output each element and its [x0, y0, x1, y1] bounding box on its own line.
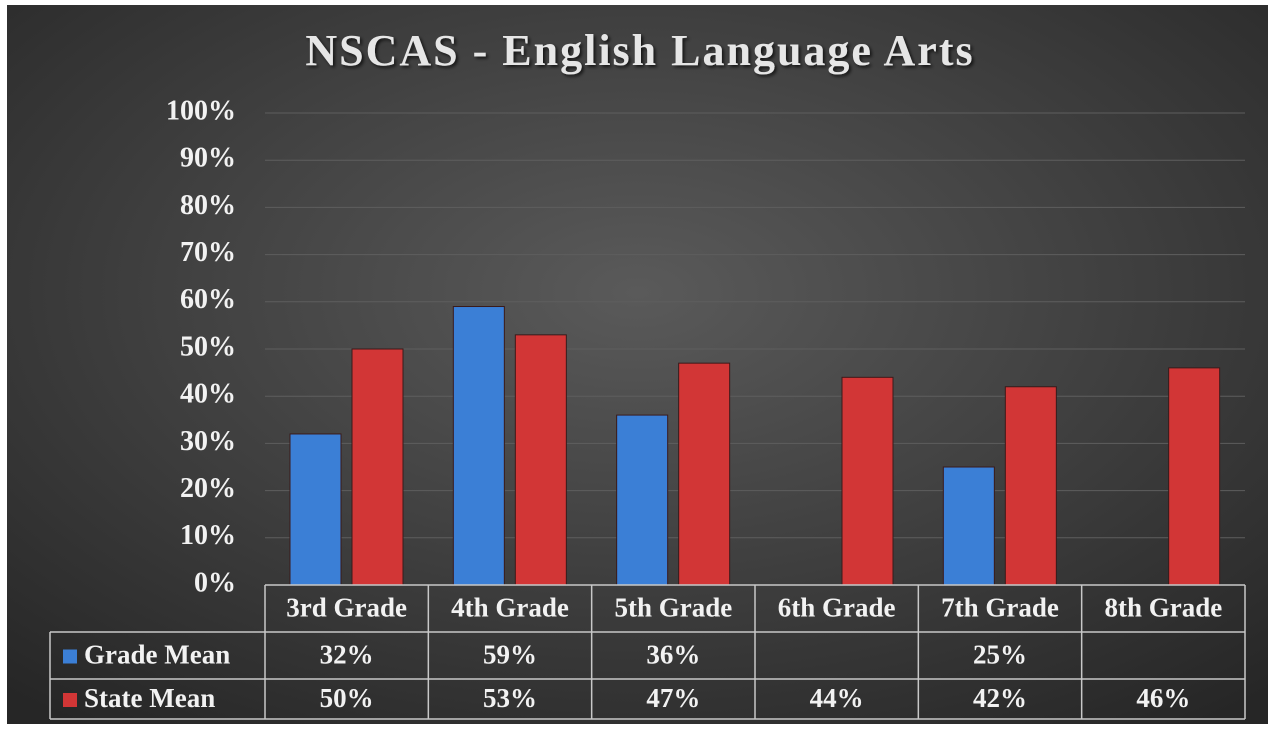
bar: [1168, 367, 1221, 586]
bar: [452, 306, 505, 586]
x-tick-label: 8th Grade: [1104, 593, 1222, 623]
background: [7, 5, 1268, 724]
legend-key: [63, 649, 77, 664]
y-tick-label: 30%: [180, 426, 236, 457]
x-tick-label: 3rd Grade: [286, 593, 407, 623]
y-tick-label: 100%: [166, 95, 236, 126]
y-tick-label: 70%: [180, 237, 236, 268]
y-tick-label: 60%: [180, 284, 236, 315]
x-tick-label: 7th Grade: [941, 593, 1059, 623]
bar: [942, 466, 995, 586]
table-value: 44%: [810, 683, 864, 713]
y-tick-label: 50%: [180, 331, 236, 362]
x-tick-label: 6th Grade: [778, 593, 896, 623]
table-value: 47%: [646, 683, 700, 713]
bar: [1004, 386, 1057, 586]
bar: [289, 433, 342, 586]
legend-label: Grade Mean: [84, 640, 230, 670]
table-value: 46%: [1136, 683, 1190, 713]
table-value: 42%: [973, 683, 1027, 713]
table-value: 25%: [973, 640, 1027, 670]
y-tick-label: 0%: [194, 567, 236, 598]
y-tick-label: 20%: [180, 473, 236, 504]
bar: [678, 362, 731, 586]
table-value: 36%: [646, 640, 700, 670]
y-tick-label: 10%: [180, 520, 236, 551]
bar: [616, 414, 669, 586]
chart-title: NSCAS - English Language Arts: [305, 26, 974, 75]
legend-key: [63, 693, 77, 707]
table-value: 53%: [483, 683, 537, 713]
table-value: 32%: [320, 640, 374, 670]
x-tick-label: 5th Grade: [614, 593, 732, 623]
table-value: 50%: [320, 683, 374, 713]
bar: [841, 376, 894, 586]
bar: [514, 334, 567, 586]
legend-label: State Mean: [84, 683, 215, 713]
bar: [351, 348, 404, 586]
y-tick-label: 80%: [180, 190, 236, 221]
y-tick-label: 40%: [180, 379, 236, 410]
y-tick-label: 90%: [180, 143, 236, 174]
x-tick-label: 4th Grade: [451, 593, 569, 623]
table-value: 59%: [483, 640, 537, 670]
